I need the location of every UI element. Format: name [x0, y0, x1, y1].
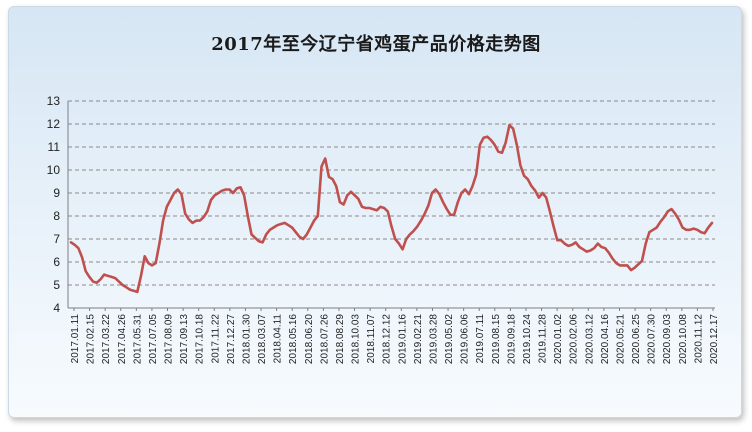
x-tick-label: 2019.07.11	[475, 314, 486, 364]
x-tick-label: 2020.11.12	[693, 314, 704, 364]
x-tick-label: 2019.01.16	[397, 314, 408, 364]
x-tick-label: 2017.03.22	[101, 314, 112, 364]
x-tick-label: 2020.10.08	[678, 314, 689, 364]
x-tick-label: 2017.11.22	[210, 314, 221, 364]
x-tick-label: 2017.05.31	[132, 314, 143, 364]
x-tick-label: 2019.11.28	[538, 314, 549, 364]
x-tick-label: 2019.02.21	[413, 314, 424, 364]
chart-title: 2017年至今辽宁省鸡蛋产品价格走势图	[211, 34, 541, 55]
x-tick-label: 2020.12.17	[709, 314, 720, 364]
y-tick-label: 13	[47, 94, 61, 108]
x-tick-label: 2019.09.18	[506, 314, 517, 364]
y-tick-label: 10	[47, 163, 61, 177]
y-tick-label: 5	[53, 278, 60, 292]
x-tick-label: 2018.07.26	[319, 314, 330, 364]
x-tick-label: 2020.07.30	[647, 314, 658, 364]
x-tick-label: 2018.05.16	[288, 314, 299, 364]
x-tick-label: 2017.02.15	[86, 314, 97, 364]
x-tick-label: 2019.10.24	[522, 314, 533, 364]
y-tick-label: 9	[53, 186, 60, 200]
x-tick-label: 2019.05.02	[444, 314, 455, 364]
x-tick-label: 2020.05.21	[615, 314, 626, 364]
y-tick-label: 8	[53, 209, 60, 223]
x-tick-label: 2020.02.06	[569, 314, 580, 364]
x-tick-label: 2018.12.12	[382, 314, 393, 364]
x-tick-label: 2019.06.06	[460, 314, 471, 364]
x-tick-label: 2020.01.02	[553, 314, 564, 364]
x-tick-label: 2017.07.05	[148, 314, 159, 364]
x-tick-label: 2020.09.03	[662, 314, 673, 364]
x-tick-label: 2017.08.09	[164, 314, 175, 364]
x-tick-label: 2018.11.07	[366, 314, 377, 364]
y-tick-label: 4	[53, 301, 60, 315]
y-tick-label: 7	[53, 232, 60, 246]
x-tick-label: 2019.03.28	[428, 314, 439, 364]
y-tick-label: 12	[47, 117, 61, 131]
x-tick-label: 2017.01.11	[70, 314, 81, 364]
x-tick-label: 2017.09.13	[179, 314, 190, 364]
series-line	[69, 123, 714, 294]
x-tick-label: 2019.08.15	[491, 314, 502, 364]
x-tick-label: 2017.12.27	[226, 314, 237, 364]
x-tick-label: 2020.04.16	[600, 314, 611, 364]
x-tick-label: 2018.10.03	[351, 314, 362, 364]
x-tick-label: 2020.03.12	[584, 314, 595, 364]
x-tick-label: 2018.04.11	[273, 314, 284, 364]
x-tick-label: 2018.08.29	[335, 314, 346, 364]
chart-panel	[8, 6, 742, 418]
x-tick-label: 2017.10.18	[195, 314, 206, 364]
x-tick-label: 2020.06.25	[631, 314, 642, 364]
y-tick-label: 11	[48, 140, 61, 154]
x-tick-label: 2018.01.30	[241, 314, 252, 364]
x-tick-label: 2018.03.07	[257, 314, 268, 364]
y-tick-label: 6	[53, 255, 60, 269]
x-tick-label: 2017.04.26	[117, 314, 128, 364]
x-tick-label: 2018.06.20	[304, 314, 315, 364]
